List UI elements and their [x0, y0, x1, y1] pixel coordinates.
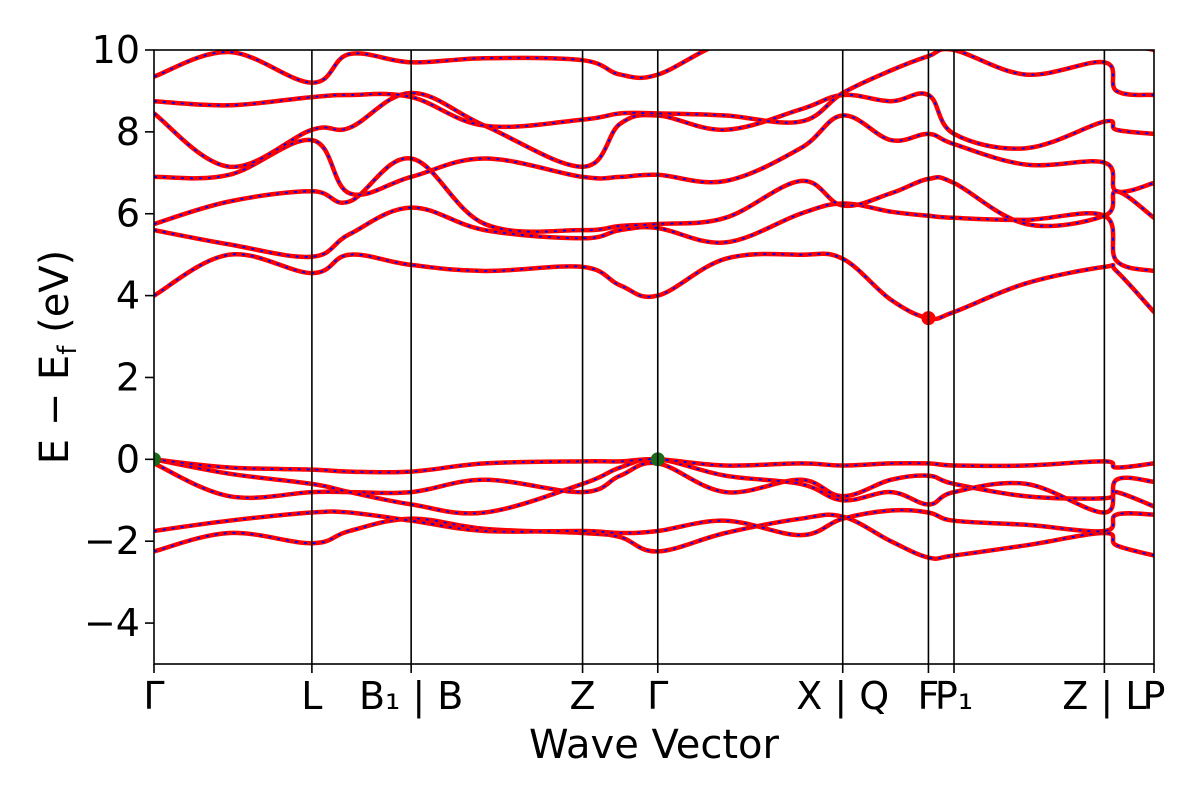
band-line-8 [154, 113, 1154, 197]
band-line-5 [154, 251, 1154, 322]
x-tick-label: L [301, 674, 322, 718]
band-line-overlay-0 [154, 513, 1154, 560]
x-tick-label: Γ [647, 674, 668, 718]
y-axis-label-unit: (eV) [32, 250, 78, 346]
band-line-10 [154, 50, 1154, 130]
band-line-9 [154, 90, 1154, 169]
x-axis-label: Wave Vector [529, 722, 780, 768]
y-tick-label: 4 [116, 274, 140, 318]
x-tick-label: X | Q [796, 674, 889, 719]
band-line-1 [154, 507, 1154, 538]
band-line-overlay-6 [154, 202, 1154, 272]
y-tick-label: 6 [116, 192, 140, 236]
y-axis-label-subscript: f [53, 345, 83, 355]
axes: −4 −2 0 2 4 6 8 10 Γ L B₁ | B Z Γ X | Q FP₁ Z | LP [84, 28, 1165, 719]
band-line-11 [154, 50, 1154, 85]
y-tick-label: 2 [116, 355, 140, 399]
y-tick-label: −4 [84, 601, 140, 645]
y-tick-label: 0 [116, 437, 140, 481]
band-line-overlay-9 [154, 92, 1154, 168]
band-line-overlay-3 [154, 458, 1154, 515]
band-line-overlay-5 [154, 252, 1154, 320]
y-tick-label: 8 [116, 110, 140, 154]
y-axis-label: E − Ef (eV) [32, 250, 83, 465]
band-line-overlay-1 [154, 509, 1154, 537]
x-tick-label: F [918, 674, 940, 718]
x-tick-label: P [1143, 674, 1166, 718]
plot-area [154, 50, 1154, 561]
band-line-overlay-4 [154, 458, 1154, 474]
x-tick-label: B₁ | B [359, 674, 463, 719]
x-tick-label: Z | L [1062, 674, 1146, 719]
y-tick-label: 10 [92, 28, 140, 72]
vbm-marker [154, 452, 161, 467]
x-tick-label: P₁ [935, 674, 973, 718]
plot-frame [153, 49, 1155, 665]
x-tick-label: Γ [143, 674, 164, 718]
band-line-overlay-8 [154, 114, 1154, 196]
band-line-7 [154, 156, 1154, 234]
y-axis-label-main: E − E [32, 355, 78, 465]
y-tick-label: −2 [84, 519, 140, 563]
band-line-0 [154, 512, 1154, 561]
band-line-overlay-11 [154, 50, 1154, 84]
x-tick-label: Z [570, 674, 596, 718]
